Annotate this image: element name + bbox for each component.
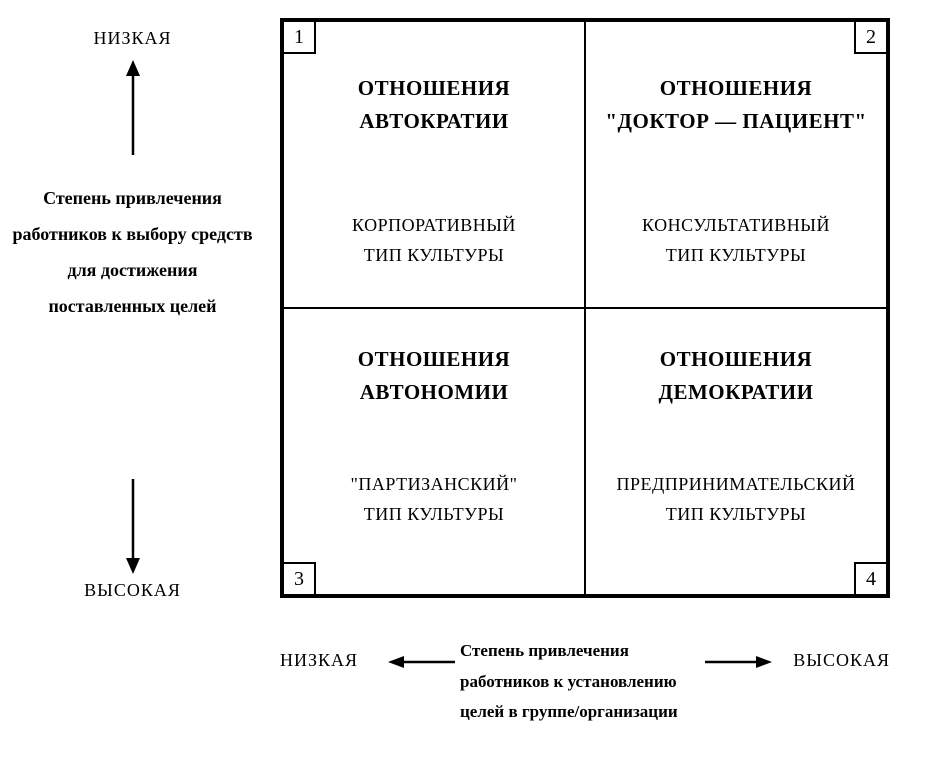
x-axis-label: Степень привлечения работников к установ… (460, 636, 720, 728)
quadrant-title: ОТНОШЕНИЯ ДЕМОКРАТИИ (600, 343, 872, 408)
x-axis-label-text: Степень привлечения работников к установ… (460, 641, 678, 721)
quadrant-4: 4 ОТНОШЕНИЯ ДЕМОКРАТИИ ПРЕДПРИНИМАТЕЛЬСК… (585, 308, 887, 595)
x-axis-left-end: НИЗКАЯ (280, 650, 358, 671)
quadrant-title: ОТНОШЕНИЯ "ДОКТОР — ПАЦИЕНТ" (600, 72, 872, 137)
quadrant-title: ОТНОШЕНИЯ АВТОКРАТИИ (298, 72, 570, 137)
matrix-diagram: НИЗКАЯ Степень привлечения работников к … (0, 0, 933, 767)
quadrant-number-box: 2 (854, 20, 888, 54)
arrow-up-icon (124, 60, 142, 156)
y-axis-bottom-end: ВЫСОКАЯ (0, 580, 265, 601)
quadrant-1: 1 ОТНОШЕНИЯ АВТОКРАТИИ КОРПОРАТИВНЫЙ ТИП… (283, 21, 585, 308)
quadrant-number: 1 (294, 26, 304, 49)
quadrant-3: 3 ОТНОШЕНИЯ АВТОНОМИИ "ПАРТИЗАНСКИЙ" ТИП… (283, 308, 585, 595)
quadrant-number-box: 4 (854, 562, 888, 596)
y-axis: НИЗКАЯ Степень привлечения работников к … (0, 0, 265, 610)
y-axis-top-end: НИЗКАЯ (0, 28, 265, 49)
x-axis: НИЗКАЯ Степень привлечения работников к … (280, 618, 890, 758)
quadrant-subtitle: КОРПОРАТИВНЫЙ ТИП КУЛЬТУРЫ (298, 210, 570, 271)
arrow-right-icon (704, 654, 772, 670)
quadrant-title: ОТНОШЕНИЯ АВТОНОМИИ (298, 343, 570, 408)
quadrant-2: 2 ОТНОШЕНИЯ "ДОКТОР — ПАЦИЕНТ" КОНСУЛЬТА… (585, 21, 887, 308)
quadrant-subtitle: ПРЕДПРИНИМАТЕЛЬСКИЙ ТИП КУЛЬТУРЫ (600, 469, 872, 530)
y-axis-label-text: Степень привлечения работников к выбору … (12, 188, 252, 316)
quadrant-number: 3 (294, 568, 304, 591)
y-axis-label: Степень привлечения работников к выбору … (10, 180, 255, 324)
quadrant-subtitle: КОНСУЛЬТАТИВНЫЙ ТИП КУЛЬТУРЫ (600, 210, 872, 271)
quadrant-number-box: 1 (282, 20, 316, 54)
quadrant-number: 2 (866, 26, 876, 49)
arrow-down-icon (124, 478, 142, 574)
quadrant-subtitle: "ПАРТИЗАНСКИЙ" ТИП КУЛЬТУРЫ (298, 469, 570, 530)
arrow-left-icon (388, 654, 456, 670)
x-axis-right-end: ВЫСОКАЯ (793, 650, 890, 671)
quadrant-number: 4 (866, 568, 876, 591)
matrix-grid: 1 ОТНОШЕНИЯ АВТОКРАТИИ КОРПОРАТИВНЫЙ ТИП… (280, 18, 890, 598)
quadrant-number-box: 3 (282, 562, 316, 596)
